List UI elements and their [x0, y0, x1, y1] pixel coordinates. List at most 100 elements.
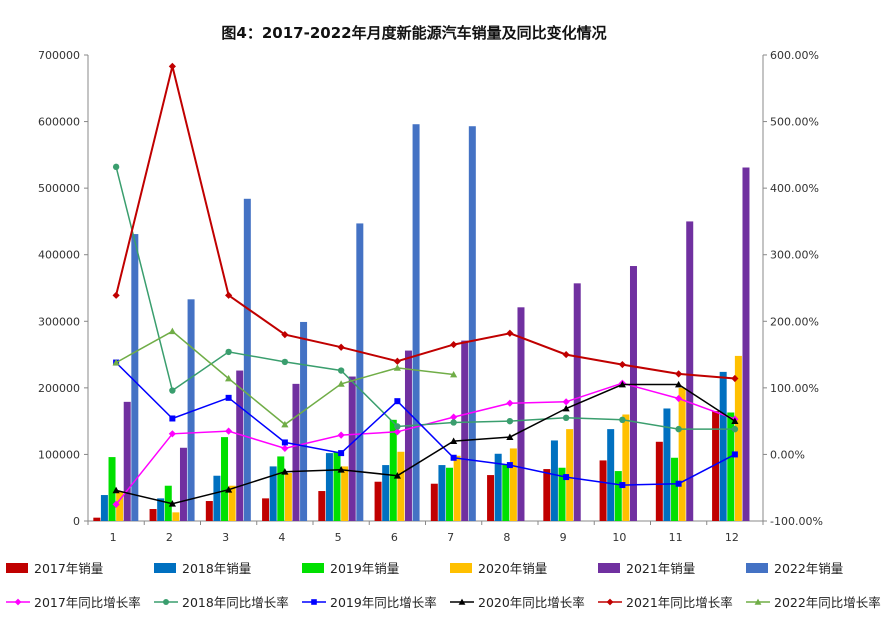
bar: [742, 167, 750, 521]
legend-label: 2022年销量: [774, 561, 843, 576]
line-marker: [112, 500, 120, 508]
bar: [678, 387, 686, 521]
line-marker: [225, 394, 232, 401]
y-left-tick-label: 500000: [38, 182, 80, 195]
line-marker: [337, 431, 345, 439]
bar: [262, 498, 270, 521]
bar: [348, 376, 356, 521]
line-marker: [450, 437, 458, 444]
x-tick-label: 10: [612, 531, 626, 544]
line-marker: [458, 598, 466, 605]
line-marker: [168, 430, 176, 438]
bar: [607, 429, 615, 521]
legend-label: 2021年销量: [626, 561, 695, 576]
x-tick-label: 7: [447, 531, 454, 544]
line-marker: [281, 420, 289, 428]
bar: [629, 266, 637, 521]
legend-label: 2020年同比增长率: [478, 595, 585, 610]
bar: [131, 234, 139, 521]
line-marker: [225, 348, 232, 356]
bar: [566, 429, 574, 521]
x-tick-label: 1: [110, 531, 117, 544]
line-marker: [112, 486, 120, 494]
series-line: [115, 166, 735, 430]
line-marker: [506, 433, 514, 440]
y-right-tick-label: -100.00%: [770, 515, 823, 528]
line-marker: [450, 419, 457, 426]
legend-label: 2017年销量: [34, 561, 103, 576]
series-line: [115, 362, 736, 486]
bar: [543, 469, 551, 521]
bar: [550, 440, 558, 521]
line-marker: [731, 374, 739, 383]
line-marker: [675, 480, 682, 487]
line-marker: [618, 380, 626, 388]
legend-swatch: [450, 563, 472, 573]
legend-label: 2021年同比增长率: [626, 595, 733, 610]
bar: [404, 350, 412, 521]
y-right-tick-label: 500.00%: [770, 116, 819, 129]
bar: [318, 491, 326, 521]
legend-swatch: [598, 563, 620, 573]
legend-label: 2018年同比增长率: [182, 595, 289, 610]
bar: [108, 457, 116, 521]
bar: [502, 464, 510, 521]
line-marker: [337, 367, 345, 374]
line-marker: [731, 417, 739, 425]
series-line: [115, 66, 735, 380]
legend: 2017年销量 2018年销量 2019年销量 2020年销量 2021年销量 2022年…: [6, 561, 881, 610]
bar: [453, 455, 461, 521]
bar: [727, 412, 735, 521]
line-marker: [168, 327, 176, 335]
y-left-tick-label: 0: [73, 515, 80, 528]
y-left-tick-label: 200000: [38, 382, 80, 395]
bar: [487, 475, 495, 521]
bar: [382, 465, 390, 521]
y-right-tick-label: 0.00%: [770, 448, 805, 461]
line-marker: [754, 598, 762, 605]
line-marker: [281, 439, 288, 446]
series-line: [115, 330, 454, 426]
line-marker: [14, 598, 22, 606]
bar: [655, 441, 663, 521]
line-marker: [112, 291, 120, 299]
line-marker: [394, 398, 401, 405]
y-left-tick-label: 700000: [38, 49, 80, 62]
bar: [243, 198, 251, 522]
bar: [284, 473, 292, 521]
x-tick-label: 3: [222, 531, 229, 544]
bar: [292, 383, 300, 521]
bar: [187, 299, 195, 521]
x-tick-label: 2: [166, 531, 173, 544]
legend-label: 2019年同比增长率: [330, 595, 437, 610]
bar: [157, 498, 165, 521]
line-marker: [506, 329, 514, 337]
bar: [446, 467, 454, 521]
bar: [228, 485, 236, 521]
line-marker: [562, 398, 570, 406]
bar: [614, 471, 622, 521]
bar: [277, 456, 285, 521]
x-tick-label: 8: [503, 531, 510, 544]
y-left-tick-label: 600000: [38, 116, 80, 129]
line-marker: [168, 500, 176, 507]
bar: [412, 124, 420, 521]
series-line: [115, 382, 736, 505]
line-marker: [163, 599, 169, 605]
line-marker: [606, 598, 614, 606]
legend-label: 2022年同比增长率: [774, 595, 881, 610]
bar: [430, 483, 438, 521]
line-marker: [675, 380, 683, 388]
bar: [269, 466, 277, 521]
bar: [116, 491, 124, 521]
line-marker: [281, 331, 289, 339]
series-line: [115, 383, 736, 505]
bar: [93, 517, 101, 521]
y-right-tick-label: 300.00%: [770, 249, 819, 262]
line-marker: [506, 417, 514, 425]
x-tick-label: 4: [278, 531, 285, 544]
line-marker: [225, 427, 233, 435]
line-marker: [169, 415, 176, 422]
bar: [213, 475, 221, 521]
